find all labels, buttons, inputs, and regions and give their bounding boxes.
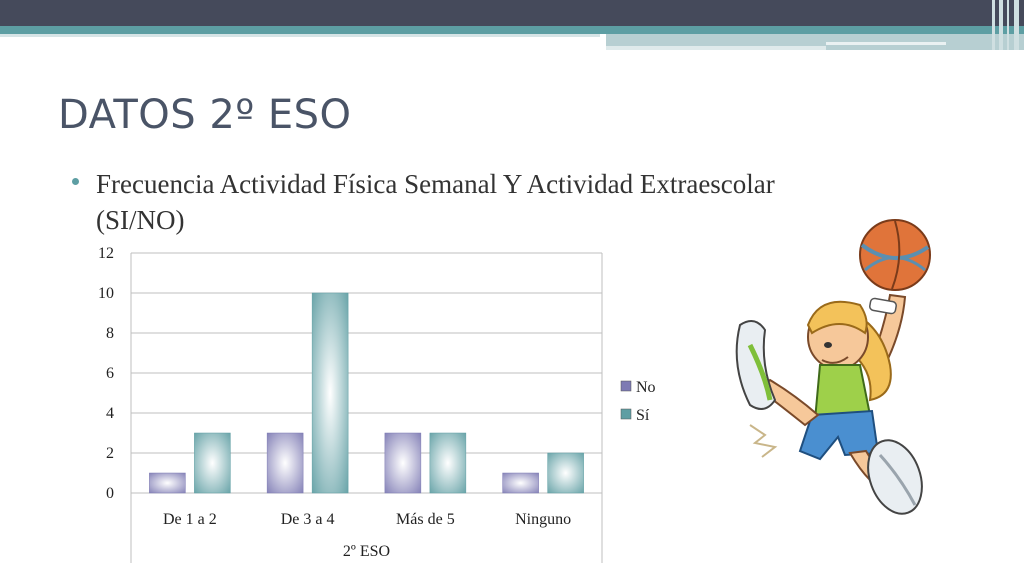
basketball-girl-illustration bbox=[735, 219, 931, 515]
bar-si bbox=[429, 432, 467, 494]
bullet-dot bbox=[72, 178, 79, 185]
y-tick-label: 0 bbox=[106, 485, 114, 502]
bar-chart: 0 2 4 6 8 10 12 De 1 a 2 De 3 a 4 Más de 5 Ningun… bbox=[98, 245, 656, 563]
bar-no bbox=[149, 472, 186, 494]
bar-si bbox=[194, 432, 231, 494]
y-tick-label: 6 bbox=[106, 365, 114, 382]
legend-label: No bbox=[636, 379, 656, 396]
corner-stripes bbox=[990, 0, 1024, 50]
y-tick-label: 4 bbox=[106, 405, 114, 422]
y-tick-label: 8 bbox=[106, 325, 114, 342]
accent-stripe-light bbox=[0, 34, 600, 37]
accent-stripe-thin bbox=[606, 46, 826, 50]
legend-swatch bbox=[620, 408, 632, 420]
x-tick-label: Ninguno bbox=[515, 511, 571, 528]
slide-title: DATOS 2º ESO bbox=[58, 92, 352, 138]
bar-si bbox=[311, 292, 349, 494]
y-tick-label: 12 bbox=[98, 245, 114, 262]
bar-no bbox=[266, 432, 304, 494]
y-tick-label: 10 bbox=[98, 285, 114, 302]
header-bar bbox=[0, 0, 1024, 26]
bar-si bbox=[547, 452, 584, 494]
accent-stripe-highlight bbox=[826, 42, 946, 45]
x-tick-label: De 3 a 4 bbox=[281, 511, 335, 528]
y-tick-label: 2 bbox=[106, 445, 114, 462]
x-axis-title: 2º ESO bbox=[343, 543, 390, 560]
bar-no bbox=[502, 472, 539, 494]
x-tick-label: De 1 a 2 bbox=[163, 511, 217, 528]
legend-label: Sí bbox=[636, 407, 650, 424]
bar-no bbox=[384, 432, 422, 494]
legend-swatch bbox=[620, 380, 632, 392]
accent-stripe bbox=[0, 26, 1024, 34]
bullet-text: Frecuencia Actividad Física Semanal Y Ac… bbox=[96, 169, 775, 235]
x-tick-label: Más de 5 bbox=[396, 511, 455, 528]
